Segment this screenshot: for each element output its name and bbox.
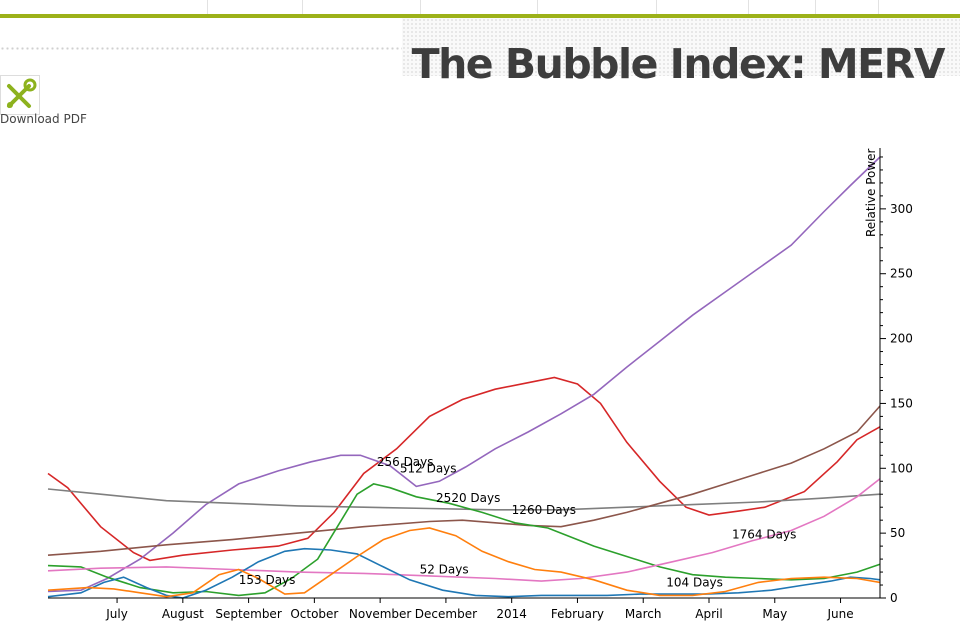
series-annotation: 153 Days <box>239 573 296 587</box>
series-annotation: 1764 Days <box>732 527 796 541</box>
title-banner: The Bubble Index: MERV <box>402 18 960 88</box>
download-pdf-button[interactable] <box>0 75 40 115</box>
series-annotation: 104 Days <box>666 575 723 589</box>
series-line-2 <box>47 156 881 593</box>
y-tick-label: 0 <box>890 591 898 605</box>
accent-rule <box>0 14 960 18</box>
nav-divider <box>302 0 303 14</box>
series-line-1 <box>47 376 881 562</box>
x-tick-label: June <box>826 607 853 621</box>
y-tick-label: 50 <box>890 526 905 540</box>
x-tick-label: April <box>695 607 722 621</box>
x-tick-label: October <box>290 607 338 621</box>
x-tick-label: 2014 <box>496 607 527 621</box>
x-tick-label: September <box>215 607 281 621</box>
dotted-divider <box>0 46 420 52</box>
series-line-8 <box>47 527 881 598</box>
x-tick-label: March <box>625 607 662 621</box>
nav-divider <box>748 0 749 14</box>
nav-divider <box>207 0 208 14</box>
series-annotation: 2520 Days <box>436 491 500 505</box>
x-tick-label: February <box>551 607 604 621</box>
y-axis: 0 50 100 150 200 250 300 <box>879 148 913 605</box>
nav-divider <box>537 0 538 14</box>
series-line-3 <box>47 488 881 511</box>
nav-divider <box>815 0 816 14</box>
y-axis-label: Relative Power <box>864 148 878 237</box>
tools-icon <box>7 78 37 108</box>
top-nav-strip <box>0 0 960 14</box>
y-tick-label: 200 <box>890 332 913 346</box>
nav-divider <box>420 0 421 14</box>
series-annotation: 256 Days <box>377 455 434 469</box>
x-axis: July August September October November Decemb… <box>48 597 880 621</box>
series-line-4 <box>47 405 881 556</box>
x-tick-label: July <box>105 607 128 621</box>
series-annotation: 512 Days <box>400 461 457 475</box>
y-tick-label: 250 <box>890 267 913 281</box>
series-line-6 <box>47 478 881 582</box>
series-annotation: 1260 Days <box>512 503 576 517</box>
y-tick-label: 150 <box>890 396 913 410</box>
nav-divider <box>656 0 657 14</box>
series-annotation: 52 Days <box>420 562 469 576</box>
y-tick-label: 300 <box>890 202 913 216</box>
x-tick-label: December <box>415 607 477 621</box>
nav-divider <box>878 0 879 14</box>
x-tick-label: August <box>162 607 204 621</box>
page-title: The Bubble Index: MERV <box>411 40 946 88</box>
x-tick-label: May <box>762 607 787 621</box>
y-tick-label: 100 <box>890 461 913 475</box>
download-pdf-label[interactable]: Download PDF <box>0 112 87 126</box>
series-lines <box>47 156 881 599</box>
x-tick-label: November <box>349 607 411 621</box>
